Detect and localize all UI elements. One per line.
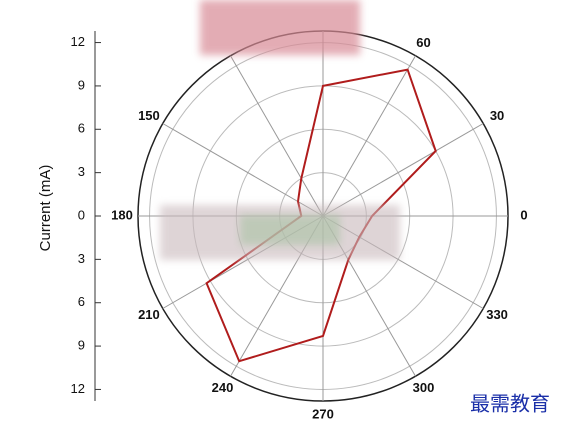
angle-label: 0 bbox=[520, 207, 527, 222]
angle-label: 270 bbox=[312, 406, 334, 421]
angle-label: 60 bbox=[416, 35, 430, 50]
y-tick-label: 6 bbox=[78, 294, 85, 309]
angle-label: 150 bbox=[138, 108, 160, 123]
redaction bbox=[200, 0, 360, 55]
y-tick-label: 3 bbox=[78, 251, 85, 266]
angle-label: 330 bbox=[486, 307, 508, 322]
angular-grid bbox=[322, 55, 416, 217]
y-axis-label: Current (mA) bbox=[37, 165, 54, 252]
y-tick-label: 6 bbox=[78, 121, 85, 136]
angle-label: 300 bbox=[413, 380, 435, 395]
angle-label: 180 bbox=[111, 207, 133, 222]
angular-grid bbox=[162, 123, 324, 217]
watermark: 最需教育 bbox=[470, 392, 550, 416]
redaction bbox=[240, 215, 340, 245]
angle-label: 30 bbox=[490, 108, 504, 123]
redactions bbox=[160, 0, 400, 260]
y-tick-label: 9 bbox=[78, 338, 85, 353]
angle-label: 240 bbox=[212, 380, 234, 395]
y-tick-label: 3 bbox=[78, 164, 85, 179]
y-tick-label: 12 bbox=[71, 34, 85, 49]
y-tick-label: 12 bbox=[71, 381, 85, 396]
y-tick-label: 0 bbox=[78, 207, 85, 222]
angle-label: 210 bbox=[138, 307, 160, 322]
y-tick-label: 9 bbox=[78, 77, 85, 92]
angular-grid bbox=[322, 123, 484, 217]
angular-grid bbox=[230, 55, 324, 217]
